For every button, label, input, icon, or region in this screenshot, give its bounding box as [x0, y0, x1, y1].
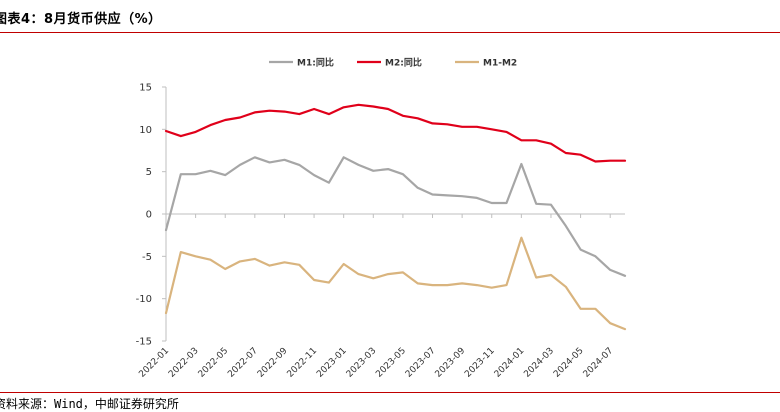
y-tick-label: 15 — [139, 83, 152, 94]
legend: M1:同比 M2:同比 M1-M2 — [269, 57, 517, 69]
y-tick-label: 5 — [146, 167, 152, 178]
y-tick-label: -5 — [142, 252, 152, 263]
x-tick-label: 2024-03 — [522, 346, 556, 380]
series-line-3 — [164, 236, 627, 331]
y-axis: 15 10 5 0 -5 -10 -15 — [136, 83, 167, 348]
report-header: 图表4：8月货币供应（%） — [0, 0, 780, 33]
x-tick-label: 2023-07 — [404, 346, 438, 380]
header-rule — [0, 32, 780, 33]
y-tick-label: -15 — [136, 337, 152, 348]
x-tick-label: 2023-01 — [315, 346, 349, 380]
x-tick-label: 2022-01 — [137, 346, 171, 380]
y-tick-label: 0 — [146, 210, 152, 221]
x-tick-label: 2022-05 — [197, 346, 231, 380]
legend-label-1: M1:同比 — [297, 57, 334, 69]
x-tick-label: 2024-07 — [582, 346, 616, 380]
figure-title: 图表4：8月货币供应（%） — [0, 12, 162, 27]
series-line-1 — [164, 156, 627, 277]
series-line-2 — [164, 103, 627, 163]
x-tick-label: 2023-05 — [374, 346, 408, 380]
x-tick-label: 2022-09 — [256, 346, 290, 380]
legend-label-3: M1-M2 — [483, 59, 517, 69]
y-tick-label: 10 — [139, 125, 152, 136]
footer-rule — [0, 392, 780, 393]
x-tick-label: 2023-09 — [434, 346, 468, 380]
x-tick-label: 2023-03 — [345, 346, 379, 380]
x-tick-label: 2024-05 — [552, 346, 586, 380]
series-lines — [164, 103, 627, 331]
x-tick-label: 2023-11 — [463, 346, 497, 380]
x-tick-label: 2022-11 — [286, 346, 320, 380]
legend-label-2: M2:同比 — [385, 57, 422, 69]
x-tick-label: 2022-03 — [167, 346, 201, 380]
x-axis: 2022-012022-032022-052022-072022-092022-… — [137, 213, 625, 380]
x-tick-label: 2022-07 — [226, 346, 260, 380]
y-tick-label: -10 — [136, 294, 152, 305]
x-tick-label: 2024-01 — [493, 346, 527, 380]
source-note: 资料来源：Wind，中邮证券研究所 — [0, 397, 179, 411]
